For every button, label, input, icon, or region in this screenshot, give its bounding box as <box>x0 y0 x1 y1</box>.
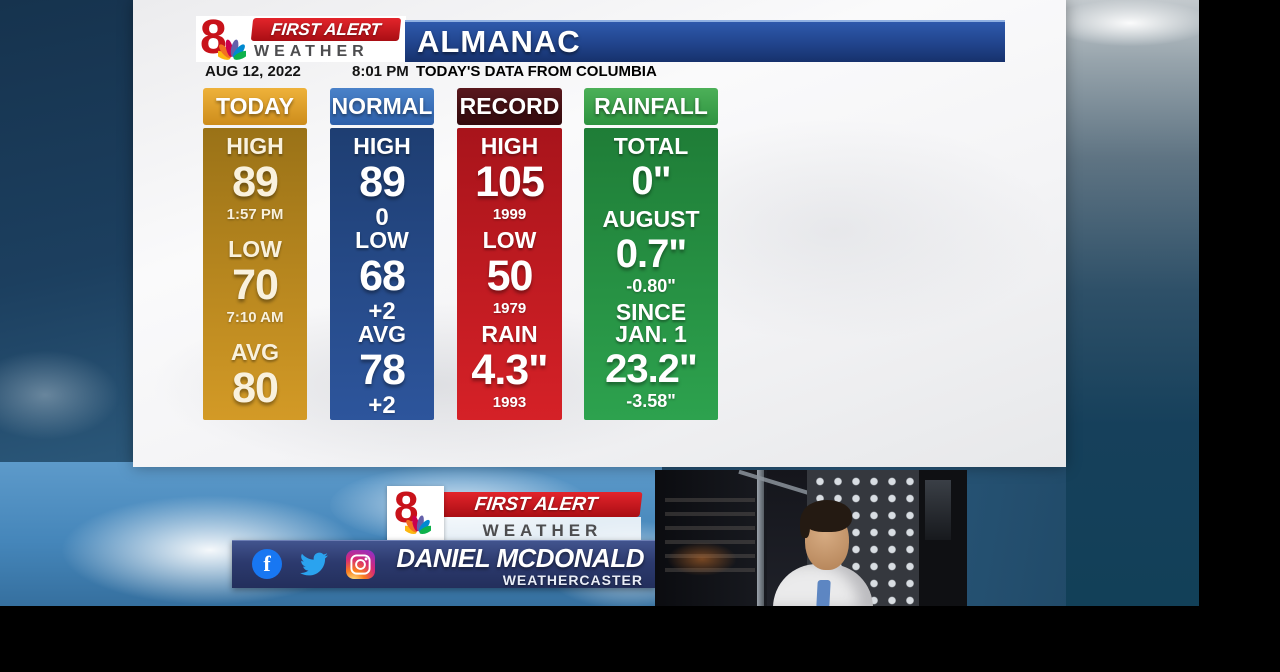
stat-label: LOW <box>228 236 282 263</box>
stat-section: LOW 50 1979 <box>482 227 537 317</box>
weather-wordmark: WEATHER <box>482 520 603 540</box>
stat-value: 50 <box>486 251 534 300</box>
nbc-peacock-icon <box>405 515 431 535</box>
stat-sub: +2 <box>368 391 396 419</box>
lower-third-logo: FIRST ALERT WEATHER 8 <box>387 486 643 546</box>
data-source-note: TODAY'S DATA FROM COLUMBIA <box>416 63 657 80</box>
column-title-record: RECORD <box>457 88 562 125</box>
stat-sub: 1:57 PM <box>226 205 284 223</box>
studio-post <box>757 470 764 607</box>
studio-background <box>919 470 967 607</box>
station-8-logo-box: 8 <box>387 486 444 546</box>
date-strip: AUG 12, 2022 8:01 PM TODAY'S DATA FROM C… <box>133 62 1066 82</box>
weathercaster-hair <box>800 500 852 538</box>
stat-section: AUGUST 0.7" -0.80" <box>602 205 700 296</box>
stat-value: 89 <box>359 157 406 206</box>
cloud <box>0 350 120 440</box>
stat-value: 105 <box>475 157 545 206</box>
page-title: ALMANAC <box>417 24 581 59</box>
social-icons <box>252 549 375 579</box>
stat-sub: -3.58" <box>626 391 676 411</box>
instagram-icon <box>346 549 375 579</box>
nbc-peacock-icon <box>218 39 246 60</box>
time-label: 8:01 PM <box>352 63 409 80</box>
stat-label: HIGH <box>480 133 539 159</box>
letterbox-bar-right <box>1199 0 1280 607</box>
stat-label: HIGH <box>226 133 284 159</box>
caster-name: DANIEL MCDONALD <box>396 543 644 573</box>
column-body-today: HIGH 89 1:57 PM LOW 70 7:10 AM AVG 80 <box>203 128 307 420</box>
caster-role: WEATHERCASTER <box>502 572 643 588</box>
stat-label: TOTAL <box>613 133 689 159</box>
stat-value: 78 <box>359 345 406 394</box>
studio-background <box>655 470 767 607</box>
stat-sub: 1999 <box>492 205 527 223</box>
stat-section: RAIN 4.3" 1993 <box>471 321 548 411</box>
stat-value: 23.2" <box>605 347 698 391</box>
stat-label: AVG <box>230 339 280 366</box>
column-body-record: HIGH 105 1999 LOW 50 1979 RAIN 4.3" 1993 <box>457 128 562 420</box>
weathercaster-tie <box>816 580 831 607</box>
stat-section: TOTAL 0" <box>613 133 689 203</box>
column-title-normal: NORMAL <box>330 88 434 125</box>
stat-section: HIGH 89 1:57 PM <box>226 133 284 223</box>
stat-sub: 7:10 AM <box>226 308 284 326</box>
weather-wordmark: WEATHER <box>254 43 369 60</box>
stat-section: HIGH 89 0 <box>353 133 411 231</box>
stat-value: 80 <box>232 364 279 412</box>
weathercaster-video <box>655 470 967 607</box>
date-label: AUG 12, 2022 <box>205 63 301 80</box>
stat-sub: -0.80" <box>626 275 676 296</box>
stat-section: HIGH 105 1999 <box>475 133 545 223</box>
stat-label: RAIN <box>481 321 538 348</box>
stat-section: LOW 68 +2 <box>355 226 409 325</box>
first-alert-weather-logo: 8 FIRST ALERT WEATHER <box>196 14 406 62</box>
stat-section: AVG 80 <box>230 339 280 412</box>
stat-label: AUGUST <box>602 205 700 232</box>
stat-label: HIGH <box>353 133 411 159</box>
first-alert-banner: FIRST ALERT <box>429 492 643 517</box>
stat-sub: +2 <box>368 297 396 325</box>
twitter-icon <box>300 552 328 576</box>
almanac-column-record: RECORD HIGH 105 1999 LOW 50 1979 RAIN 4.3" 1993 <box>457 88 562 420</box>
facebook-icon <box>252 549 282 579</box>
stat-section: AVG 78 +2 <box>357 320 407 419</box>
stat-label: SINCE JAN. 1 <box>615 299 687 348</box>
almanac-column-normal: NORMAL HIGH 89 0 LOW 68 +2 AVG 78 +2 <box>330 88 434 420</box>
stat-value: 0" <box>631 158 671 203</box>
stat-sub: 1993 <box>492 394 527 411</box>
letterbox-bar-bottom <box>0 606 1280 672</box>
weather-wordmark-box: WEATHER <box>444 517 641 544</box>
column-title-today: TODAY <box>203 88 307 125</box>
column-body-normal: HIGH 89 0 LOW 68 +2 AVG 78 +2 <box>330 128 434 420</box>
stat-section: SINCE JAN. 1 23.2" -3.58" <box>605 299 698 411</box>
stat-label: LOW <box>482 227 537 254</box>
stat-label: AVG <box>357 320 407 347</box>
cloud <box>1050 0 1210 46</box>
stat-value: 70 <box>232 260 279 309</box>
almanac-column-today: TODAY HIGH 89 1:57 PM LOW 70 7:10 AM AVG 80 <box>203 88 307 420</box>
lower-third-name-bar: DANIEL MCDONALD WEATHERCASTER <box>232 540 656 588</box>
stat-sub: 0 <box>375 203 389 231</box>
column-title-rainfall: RAINFALL <box>584 88 718 125</box>
stat-sub: 1979 <box>492 299 527 317</box>
instagram-camera-glyph <box>350 553 371 575</box>
almanac-title-bar: ALMANAC <box>405 20 1005 62</box>
stat-value: 0.7" <box>615 231 688 276</box>
almanac-column-rainfall: RAINFALL TOTAL 0" AUGUST 0.7" -0.80" SINCE JAN… <box>584 88 718 420</box>
stat-section: LOW 70 7:10 AM <box>226 236 284 326</box>
stat-value: 68 <box>359 251 406 300</box>
sky-right <box>1066 0 1200 607</box>
studio-light <box>667 542 737 576</box>
stat-value: 4.3" <box>471 346 548 394</box>
stat-label: LOW <box>355 226 409 253</box>
first-alert-banner: FIRST ALERT <box>250 18 402 41</box>
column-body-rainfall: TOTAL 0" AUGUST 0.7" -0.80" SINCE JAN. 1 23.2"… <box>584 128 718 420</box>
stat-value: 89 <box>232 157 279 206</box>
